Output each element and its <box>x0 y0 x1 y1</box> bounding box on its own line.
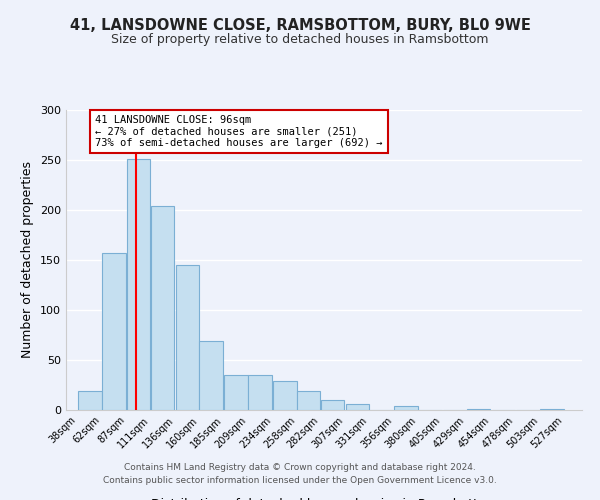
Bar <box>541 409 564 410</box>
Bar <box>224 375 248 410</box>
Y-axis label: Number of detached properties: Number of detached properties <box>22 162 34 358</box>
Text: Size of property relative to detached houses in Ramsbottom: Size of property relative to detached ho… <box>111 32 489 46</box>
Bar <box>346 404 369 410</box>
Bar <box>151 206 174 410</box>
Text: Contains HM Land Registry data © Crown copyright and database right 2024.: Contains HM Land Registry data © Crown c… <box>124 464 476 472</box>
X-axis label: Distribution of detached houses by size in Ramsbottom: Distribution of detached houses by size … <box>151 498 497 500</box>
Bar <box>248 375 272 410</box>
Text: 41 LANSDOWNE CLOSE: 96sqm
← 27% of detached houses are smaller (251)
73% of semi: 41 LANSDOWNE CLOSE: 96sqm ← 27% of detac… <box>95 115 382 148</box>
Bar <box>199 341 223 410</box>
Bar <box>78 391 101 410</box>
Bar <box>127 159 151 410</box>
Text: 41, LANSDOWNE CLOSE, RAMSBOTTOM, BURY, BL0 9WE: 41, LANSDOWNE CLOSE, RAMSBOTTOM, BURY, B… <box>70 18 530 32</box>
Bar <box>102 253 125 410</box>
Bar <box>297 391 320 410</box>
Bar <box>320 400 344 410</box>
Text: Contains public sector information licensed under the Open Government Licence v3: Contains public sector information licen… <box>103 476 497 485</box>
Bar <box>394 406 418 410</box>
Bar <box>467 409 490 410</box>
Bar <box>176 265 199 410</box>
Bar <box>273 381 296 410</box>
